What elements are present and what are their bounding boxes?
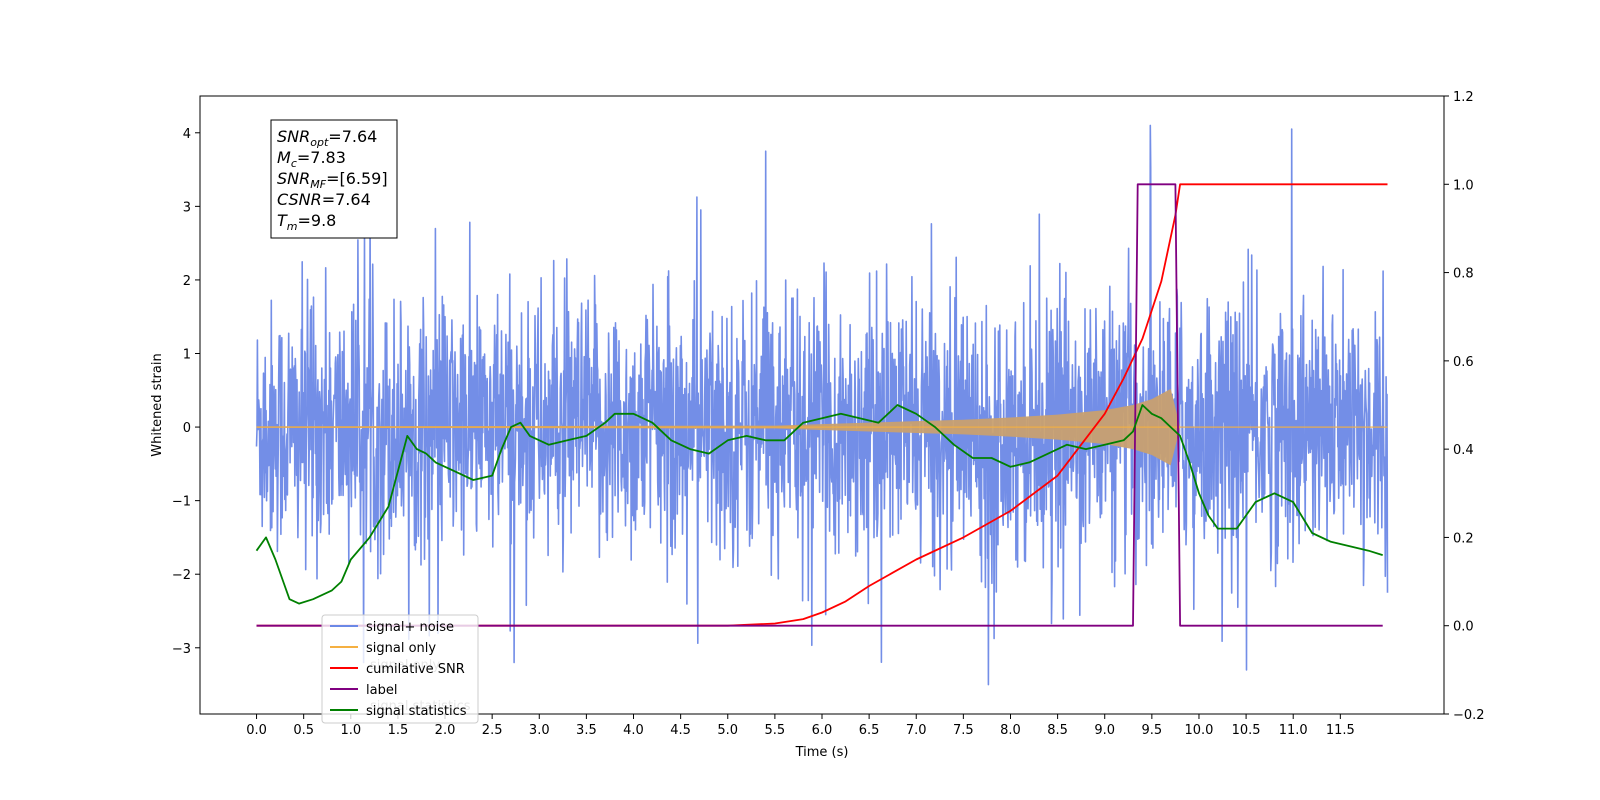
x-tick-label: 7.0: [906, 723, 927, 738]
x-tick-label: 9.0: [1094, 723, 1115, 738]
x-tick-label: 10.0: [1184, 723, 1213, 738]
info-box: SNRopt=7.64Mc=7.83SNRMF=[6.59]CSNR=7.64T…: [270, 119, 398, 239]
series-signal-noise: [255, 124, 1389, 686]
info-value: =7.83: [297, 148, 346, 167]
x-tick-label: 3.5: [576, 723, 597, 738]
x-tick-label: 4.0: [623, 723, 644, 738]
info-subscript: opt: [310, 136, 329, 149]
x-tick-label: 0.5: [293, 723, 314, 738]
info-value: =9.8: [298, 211, 337, 230]
legend-entry-label: signal only: [366, 641, 436, 656]
x-tick-label: 2.0: [435, 723, 456, 738]
x-tick-label: 9.5: [1142, 723, 1163, 738]
info-line: SNRopt=7.64: [277, 127, 377, 149]
y-tick-label: −3: [172, 642, 191, 657]
x-tick-label: 10.5: [1232, 723, 1261, 738]
info-symbol: SNR: [277, 127, 310, 146]
series-signal-statistics: [255, 404, 1383, 605]
y-tick-label: 3: [183, 200, 191, 215]
x-tick-label: 2.5: [482, 723, 503, 738]
x-tick-label: 6.0: [812, 723, 833, 738]
x-tick-label: 3.0: [529, 723, 550, 738]
x-tick-label: 5.0: [717, 723, 738, 738]
y2-tick-label: −0.2: [1453, 708, 1485, 723]
info-symbol: T: [277, 211, 288, 230]
x-tick-label: 8.0: [1000, 723, 1021, 738]
info-line: Tm=9.8: [277, 211, 336, 233]
x-tick-label: 4.5: [670, 723, 691, 738]
legend-entry-label: signal statistics: [366, 704, 467, 719]
y2-tick-label: 1.2: [1453, 90, 1474, 105]
legend-entry-label: cumilative SNR: [366, 662, 465, 677]
legend-entry-label: label: [366, 683, 397, 698]
y-tick-label: 4: [183, 127, 191, 142]
x-tick-label: 11.0: [1279, 723, 1308, 738]
y-tick-label: 0: [183, 421, 191, 436]
info-subscript: m: [287, 220, 298, 233]
x-tick-label: 5.5: [765, 723, 786, 738]
y-axis-label: Whitened strain: [150, 353, 165, 456]
x-tick-label: 6.5: [859, 723, 880, 738]
y2-tick-label: 0.4: [1453, 443, 1474, 458]
info-value: =[6.59]: [326, 169, 388, 188]
info-subscript: c: [291, 157, 297, 170]
info-line: SNRMF=[6.59]: [277, 169, 388, 191]
y-tick-label: −1: [172, 495, 191, 510]
x-tick-label: 8.5: [1047, 723, 1068, 738]
y2-tick-label: 0.0: [1453, 620, 1474, 635]
y2-tick-label: 0.8: [1453, 267, 1474, 282]
info-symbol: SNR: [277, 169, 310, 188]
info-subscript: MF: [310, 178, 326, 191]
y-tick-label: 2: [183, 274, 191, 289]
legend: signal only signal statistics signal+ nois…: [321, 614, 479, 724]
y2-tick-label: 0.2: [1453, 531, 1474, 546]
info-line: CSNR=7.64: [277, 190, 371, 209]
series-label: [256, 183, 1383, 627]
info-symbol: CSNR: [277, 190, 322, 209]
info-symbol: M: [277, 148, 291, 167]
x-tick-label: 1.0: [340, 723, 361, 738]
y2-tick-label: 1.0: [1453, 178, 1474, 193]
x-tick-label: 1.5: [388, 723, 409, 738]
y-tick-label: 1: [183, 348, 191, 363]
legend-entry-label: signal+ noise: [366, 620, 454, 635]
info-value: =7.64: [328, 127, 377, 146]
info-line: Mc=7.83: [277, 148, 346, 170]
info-value: =7.64: [322, 190, 371, 209]
legend-frame: [321, 614, 479, 724]
info-box-frame: [270, 119, 398, 239]
x-tick-label: 0.0: [246, 723, 267, 738]
plot-area: [255, 124, 1389, 686]
series-cumulative-snr: [256, 183, 1388, 627]
y-tick-label: −2: [172, 568, 191, 583]
axis-ticks: 0.0 0.5 1.0 1.5 2.0 2.5 3.0 3.5 4.0 4.5 5.0 5.5 6.0 6…: [172, 90, 1485, 738]
x-tick-label: 11.5: [1326, 723, 1355, 738]
x-tick-label: 7.5: [953, 723, 974, 738]
x-axis-label: Time (s): [795, 745, 849, 760]
y2-tick-label: 0.6: [1453, 355, 1474, 370]
